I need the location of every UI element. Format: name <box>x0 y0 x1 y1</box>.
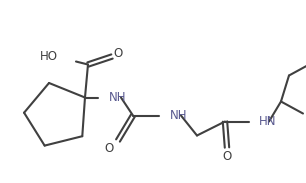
Text: O: O <box>104 142 114 155</box>
Text: HO: HO <box>40 50 58 63</box>
Text: NH: NH <box>109 91 126 104</box>
Text: O: O <box>113 47 123 60</box>
Text: NH: NH <box>170 109 188 122</box>
Text: O: O <box>222 150 232 163</box>
Text: HN: HN <box>259 115 277 128</box>
